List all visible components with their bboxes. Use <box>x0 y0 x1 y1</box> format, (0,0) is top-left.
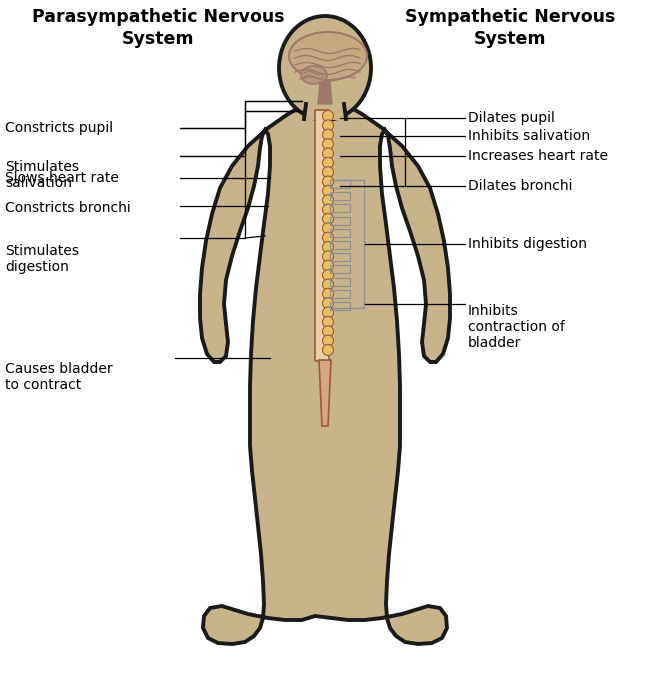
Polygon shape <box>200 106 450 644</box>
Text: Dilates pupil: Dilates pupil <box>468 111 555 125</box>
Circle shape <box>322 307 333 318</box>
Circle shape <box>322 214 333 224</box>
Circle shape <box>322 279 333 290</box>
Ellipse shape <box>279 16 371 120</box>
Circle shape <box>322 158 333 168</box>
Text: Inhibits digestion: Inhibits digestion <box>468 237 587 251</box>
Bar <box>330 216 350 224</box>
Bar <box>330 302 350 310</box>
Polygon shape <box>318 82 332 104</box>
Ellipse shape <box>301 66 327 84</box>
Polygon shape <box>319 360 331 426</box>
Text: Constricts pupil: Constricts pupil <box>5 121 113 135</box>
Text: Sympathetic Nervous
System: Sympathetic Nervous System <box>405 8 615 48</box>
Text: Stimulates
digestion: Stimulates digestion <box>5 244 79 274</box>
Ellipse shape <box>289 32 367 80</box>
Circle shape <box>322 241 333 253</box>
Circle shape <box>322 139 333 149</box>
Bar <box>330 192 350 200</box>
Circle shape <box>322 316 333 327</box>
Circle shape <box>322 326 333 337</box>
Text: Increases heart rate: Increases heart rate <box>468 149 608 163</box>
FancyBboxPatch shape <box>315 110 329 361</box>
Bar <box>330 228 350 237</box>
Text: Inhibits
contraction of
bladder: Inhibits contraction of bladder <box>468 304 565 350</box>
Text: Parasympathetic Nervous
System: Parasympathetic Nervous System <box>32 8 284 48</box>
Circle shape <box>322 185 333 197</box>
Text: Dilates bronchi: Dilates bronchi <box>468 179 573 193</box>
Circle shape <box>322 110 333 122</box>
Circle shape <box>322 176 333 187</box>
Circle shape <box>322 167 333 178</box>
Circle shape <box>322 148 333 159</box>
Bar <box>330 241 350 249</box>
Circle shape <box>322 270 333 281</box>
Text: Stimulates
salivation: Stimulates salivation <box>5 160 79 190</box>
Circle shape <box>322 297 333 309</box>
Circle shape <box>322 289 333 299</box>
Text: Constricts bronchi: Constricts bronchi <box>5 201 131 215</box>
Bar <box>330 290 350 298</box>
Bar <box>330 266 350 273</box>
Circle shape <box>322 129 333 140</box>
Text: Inhibits salivation: Inhibits salivation <box>468 129 590 143</box>
Circle shape <box>322 120 333 131</box>
Circle shape <box>322 232 333 243</box>
Bar <box>330 254 350 261</box>
Circle shape <box>322 260 333 271</box>
Circle shape <box>322 223 333 234</box>
Circle shape <box>322 251 333 262</box>
Circle shape <box>322 195 333 206</box>
Bar <box>330 278 350 285</box>
Circle shape <box>322 335 333 346</box>
Circle shape <box>322 204 333 215</box>
Text: Slows heart rate: Slows heart rate <box>5 171 119 185</box>
Circle shape <box>322 345 333 356</box>
Bar <box>330 204 350 212</box>
Polygon shape <box>306 104 344 120</box>
Text: Causes bladder
to contract: Causes bladder to contract <box>5 362 112 392</box>
Bar <box>330 180 350 188</box>
